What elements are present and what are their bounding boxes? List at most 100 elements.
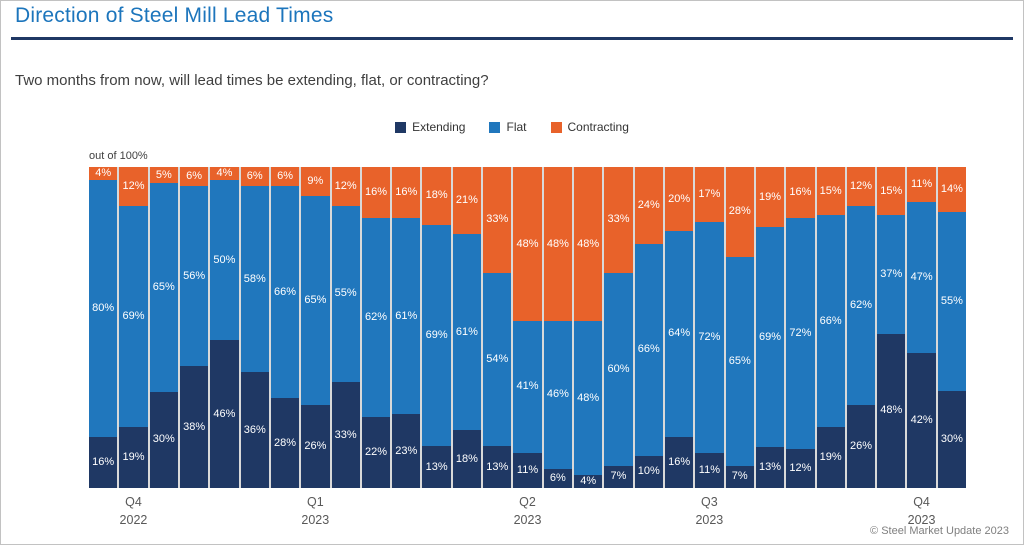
bar-segment-contracting: 16% <box>392 167 421 219</box>
bar-value-label: 72% <box>698 330 721 343</box>
bar-value-label: 12% <box>334 179 357 192</box>
bar-value-label: 12% <box>789 462 812 475</box>
bar-value-label: 56% <box>183 269 206 282</box>
stacked-bar: 6% 56% 38% <box>179 167 209 489</box>
bar-value-label: 30% <box>940 432 963 445</box>
bar-value-label: 47% <box>910 271 933 284</box>
legend-label: Extending <box>412 120 466 134</box>
bar-segment-extending: 22% <box>361 417 391 488</box>
x-tick-q4-2023: Q4 2023 <box>908 493 936 529</box>
bar-segment-extending: 38% <box>179 366 209 489</box>
legend-swatch-extending <box>395 121 407 133</box>
legend-swatch-contracting <box>550 121 562 133</box>
bar-segment-contracting: 5% <box>149 167 178 184</box>
x-tick-year: 2022 <box>119 513 148 528</box>
bar-segment-flat: 62% <box>361 218 391 418</box>
bar-value-label: 16% <box>668 455 691 468</box>
stacked-bar: 4% 50% 46% <box>210 167 239 488</box>
legend-item-extending: Extending <box>395 120 465 134</box>
bar-segment-contracting: 21% <box>452 167 482 235</box>
bar-value-label: 62% <box>364 311 387 324</box>
stacked-bar: 6% 58% 36% <box>240 167 269 489</box>
bar-segment-flat: 69% <box>119 205 148 427</box>
bar-value-label: 69% <box>759 330 782 343</box>
bar-segment-flat: 58% <box>240 186 269 373</box>
bar-segment-extending: 42% <box>907 353 936 488</box>
page-title: Direction of Steel Mill Lead Times <box>15 4 334 27</box>
bar-segment-contracting: 9% <box>301 167 330 196</box>
bar-value-label: 65% <box>304 293 327 306</box>
bar-value-label: 66% <box>274 285 297 298</box>
bar-segment-flat: 46% <box>543 321 572 469</box>
bar-value-label: 23% <box>395 444 418 457</box>
bar-segment-flat: 55% <box>331 205 360 383</box>
bar-value-label: 16% <box>364 186 387 199</box>
bar-segment-flat: 55% <box>937 212 967 391</box>
x-tick-quarter: Q1 <box>306 495 324 509</box>
stacked-bar: 11% 47% 42% <box>907 167 936 488</box>
bar-value-label: 64% <box>668 327 691 340</box>
stacked-bar: 6% 66% 28% <box>270 167 300 488</box>
bar-segment-extending: 16% <box>89 436 118 488</box>
bar-value-label: 4% <box>580 475 597 488</box>
bar-value-label: 65% <box>152 280 175 293</box>
bar-segment-flat: 56% <box>179 186 209 367</box>
bar-segment-flat: 66% <box>634 244 663 456</box>
bar-value-label: 26% <box>304 439 327 452</box>
bar-value-label: 28% <box>728 205 751 218</box>
stacked-bar: 4% 80% 16% <box>89 167 118 488</box>
bar-segment-extending: 33% <box>331 382 360 488</box>
bar-segment-extending: 18% <box>452 430 482 488</box>
bar-segment-extending: 6% <box>543 468 572 488</box>
legend-item-flat: Flat <box>489 120 527 134</box>
bar-segment-extending: 7% <box>604 465 633 488</box>
bar-value-label: 22% <box>364 446 387 459</box>
stacked-bar: 28% 65% 7% <box>725 167 754 488</box>
stacked-bar: 33% 60% 7% <box>604 167 633 488</box>
bar-value-label: 16% <box>92 455 115 468</box>
bar-value-label: 14% <box>940 183 963 196</box>
bar-value-label: 48% <box>577 391 600 404</box>
bar-value-label: 6% <box>246 170 263 183</box>
bar-segment-extending: 30% <box>149 391 178 488</box>
bar-value-label: 55% <box>940 295 963 308</box>
plot-area: 4% 80% 16% 12% 69% 19% 5% 65% 30% 6% 56% 38% 4% 50% 46… <box>89 167 967 489</box>
bar-value-label: 61% <box>455 325 478 338</box>
bar-value-label: 61% <box>395 309 418 322</box>
bar-segment-extending: 46% <box>210 340 239 488</box>
bar-segment-flat: 47% <box>907 202 936 354</box>
bar-value-label: 65% <box>728 354 751 367</box>
bar-segment-contracting: 6% <box>179 167 209 187</box>
bar-value-label: 46% <box>546 388 569 401</box>
bar-value-label: 33% <box>486 213 509 226</box>
bar-value-label: 16% <box>395 186 418 199</box>
bar-segment-extending: 12% <box>786 449 815 488</box>
stacked-bar: 20% 64% 16% <box>664 167 694 488</box>
bar-segment-contracting: 11% <box>907 167 936 203</box>
bar-segment-extending: 11% <box>695 452 724 488</box>
bar-segment-extending: 48% <box>877 333 906 488</box>
legend-label: Contracting <box>567 120 629 134</box>
bar-value-label: 12% <box>849 179 872 192</box>
bar-segment-contracting: 48% <box>574 167 603 322</box>
stacked-bar: 24% 66% 10% <box>634 167 663 488</box>
stacked-bar: 19% 69% 13% <box>755 167 785 488</box>
bar-value-label: 13% <box>759 460 782 473</box>
bar-value-label: 12% <box>122 179 145 192</box>
bar-value-label: 46% <box>213 407 236 420</box>
bar-value-label: 15% <box>819 184 842 197</box>
stacked-bar: 16% 62% 22% <box>361 167 391 488</box>
bar-segment-extending: 19% <box>816 427 845 488</box>
bar-value-label: 72% <box>789 327 812 340</box>
bar-value-label: 69% <box>122 309 145 322</box>
bar-segment-flat: 65% <box>725 256 754 466</box>
bar-value-label: 54% <box>486 353 509 366</box>
bar-segment-contracting: 12% <box>119 167 148 206</box>
bar-segment-contracting: 33% <box>604 167 633 273</box>
bar-segment-extending: 16% <box>664 436 694 488</box>
bar-segment-extending: 13% <box>483 446 512 489</box>
bar-value-label: 33% <box>607 213 630 226</box>
bar-segment-extending: 36% <box>240 372 269 489</box>
x-tick-quarter: Q2 <box>519 495 536 509</box>
x-tick-year: 2023 <box>301 513 330 528</box>
